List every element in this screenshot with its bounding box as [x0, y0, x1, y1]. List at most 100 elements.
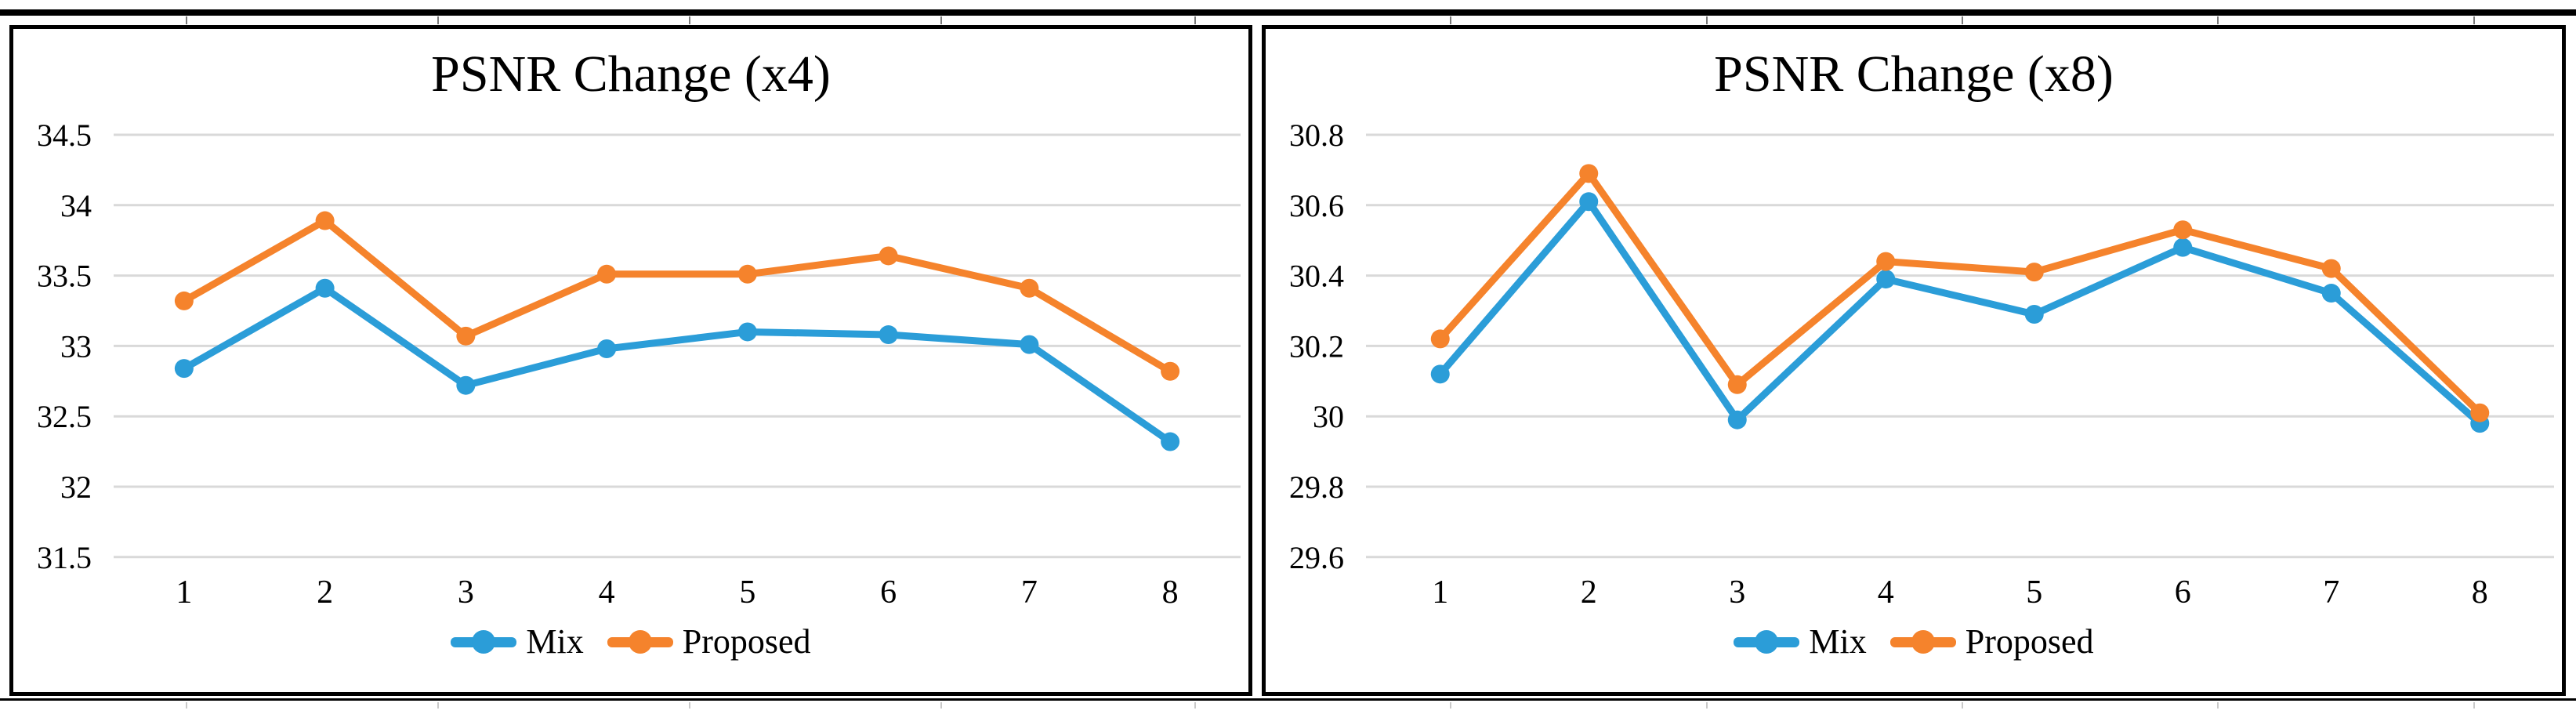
table-cell-separator [940, 702, 942, 709]
data-point-marker [315, 211, 335, 230]
data-point-marker [2024, 263, 2044, 282]
line-marker-icon [451, 630, 517, 654]
table-cell-separator [2473, 702, 2475, 709]
y-tick-label: 33 [60, 328, 92, 364]
y-tick-label: 29.6 [1289, 540, 1344, 575]
chart-panels-row: PSNR Change (x4) 34.5 3 4 33.5 33 32.5 3 2 31.5 1… [0, 25, 2576, 696]
line-chart-x8: 30.8 30.6 30.4 30.2 30 29.8 29.6 1 2 3 4 5 6 7 8 [1266, 103, 2562, 612]
data-point-marker [315, 278, 335, 298]
y-tick-label: 32.5 [37, 399, 92, 434]
data-point-marker [597, 264, 617, 284]
legend-item-mix: Mix [451, 622, 584, 661]
data-point-marker [1020, 335, 1039, 354]
circle-marker-icon [472, 630, 496, 654]
y-tick-label: 30.6 [1289, 188, 1344, 223]
x-tick-label: 3 [1729, 574, 1745, 611]
x-tick-label: 7 [1021, 574, 1038, 611]
line-marker-icon [607, 630, 673, 654]
x-tick-label: 6 [2175, 574, 2191, 611]
x-tick-label: 4 [1878, 574, 1894, 611]
table-border-top [0, 9, 2576, 16]
table-cell-separator [186, 702, 187, 709]
data-point-marker [456, 375, 476, 395]
top-margin [0, 0, 2576, 9]
table-cell-separator [1706, 16, 1708, 24]
data-point-marker [737, 322, 757, 342]
data-point-marker [174, 291, 194, 310]
x-tick-label: 1 [1432, 574, 1448, 611]
legend-label: Mix [526, 622, 584, 661]
table-cell-separator [1194, 16, 1196, 24]
table-cell-separator [940, 16, 942, 24]
x-tick-label: 7 [2323, 574, 2339, 611]
legend-item-proposed: Proposed [1889, 622, 2094, 661]
table-cell-separator [689, 702, 690, 709]
data-point-marker [1430, 329, 1450, 349]
data-point-marker [1161, 361, 1180, 381]
data-point-marker [879, 325, 898, 345]
y-tick-label: 29.8 [1289, 469, 1344, 505]
x-tick-label: 8 [2472, 574, 2488, 611]
legend-label: Proposed [1965, 622, 2094, 661]
chart-legend: Mix Proposed [1266, 623, 2562, 661]
x-tick-label: 4 [599, 574, 615, 611]
data-point-marker [2321, 284, 2341, 303]
data-point-marker [2173, 237, 2193, 257]
y-tick-label: 34.5 [37, 118, 92, 153]
chart-legend: Mix Proposed [13, 623, 1248, 661]
chart-panel-x4: PSNR Change (x4) 34.5 34 33.5 33 32.5 32 31.5 1… [9, 25, 1252, 696]
table-cell-separator [1962, 16, 1963, 24]
x-tick-label: 5 [739, 574, 755, 611]
circle-marker-icon [1755, 630, 1779, 654]
table-cell-separator [2473, 16, 2475, 24]
table-cell-separator [689, 16, 690, 24]
chart-canvas: 30.8 30.6 30.4 30.2 30 29.8 29.6 1 2 3 4 5 6 7 8 [1289, 118, 2554, 611]
data-point-marker [2321, 259, 2341, 278]
data-point-marker [2173, 220, 2193, 240]
circle-marker-icon [1911, 630, 1935, 654]
y-tick-label: 33.5 [37, 259, 92, 294]
series-line-proposed [180, 217, 1174, 375]
data-point-marker [1579, 164, 1599, 183]
data-point-marker [1876, 270, 1896, 289]
legend-label: Proposed [682, 622, 811, 661]
data-point-marker [1430, 364, 1450, 384]
table-cell-separator [2217, 16, 2219, 24]
table-cell-separator [1450, 16, 1451, 24]
data-point-marker [1161, 432, 1180, 451]
data-point-marker [1020, 278, 1039, 298]
x-tick-label: 8 [1162, 574, 1179, 611]
y-tick-label: 31.5 [37, 540, 92, 575]
legend-item-mix: Mix [1734, 623, 1867, 661]
table-cell-separator [2217, 702, 2219, 709]
line-marker-icon [1889, 630, 1956, 654]
table-cell-separator [1450, 702, 1451, 709]
table-border-bottom [0, 698, 2576, 701]
chart-title: PSNR Change (x4) [431, 45, 831, 103]
table-gridline-band-top [0, 16, 2576, 25]
data-point-marker [1727, 375, 1747, 394]
x-tick-label: 3 [458, 574, 474, 611]
legend-item-proposed: Proposed [607, 623, 811, 661]
data-point-marker [597, 339, 617, 358]
x-tick-label: 2 [317, 574, 333, 611]
series-line-proposed [1437, 169, 2484, 417]
y-tick-label: 30 [1313, 399, 1344, 434]
table-cell-separator [437, 16, 439, 24]
series-line-mix [1437, 198, 2484, 427]
chart-title: PSNR Change (x8) [1714, 45, 2114, 103]
x-tick-label: 5 [2026, 574, 2042, 611]
table-cell-separator [1706, 702, 1708, 709]
data-point-marker [2470, 403, 2490, 422]
table-cell-separator [437, 702, 439, 709]
data-point-marker [174, 359, 194, 379]
y-tick-label: 30.4 [1289, 259, 1344, 294]
x-tick-label: 6 [880, 574, 897, 611]
table-cell-separator [1962, 702, 1963, 709]
circle-marker-icon [628, 630, 652, 654]
data-point-marker [879, 246, 898, 266]
x-tick-label: 2 [1581, 574, 1597, 611]
y-tick-label: 30.2 [1289, 328, 1344, 364]
